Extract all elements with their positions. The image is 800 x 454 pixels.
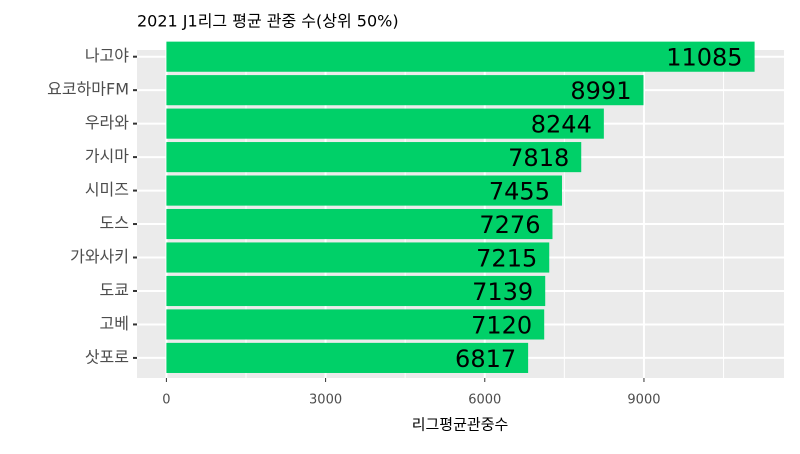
value-label: 7139: [472, 278, 533, 306]
bar: [166, 208, 553, 240]
bar: [166, 175, 562, 206]
y-tick-label: 도쿄: [100, 280, 129, 299]
y-tick-label: 고베: [100, 314, 129, 333]
value-label: 7276: [479, 211, 540, 239]
x-axis-title: 리그평균관중수: [412, 416, 509, 434]
bar: [166, 75, 644, 106]
x-tick-label: 3000: [309, 393, 342, 408]
bar: [166, 41, 755, 72]
value-label: 8244: [531, 111, 592, 139]
x-tick-label: 6000: [468, 393, 501, 408]
value-label: 11085: [666, 44, 742, 72]
bar: [166, 142, 582, 173]
value-label: 8991: [570, 77, 631, 105]
x-tick-label: 0: [162, 393, 170, 408]
y-tick-label: 시미즈: [85, 180, 129, 199]
y-tick-label: 우라와: [85, 113, 129, 132]
bar: [166, 275, 546, 307]
bar: [166, 242, 550, 273]
value-label: 7818: [508, 144, 569, 172]
bar: [166, 108, 604, 139]
x-tick-label: 9000: [627, 393, 660, 408]
value-label: 7215: [476, 245, 537, 273]
chart-title: 2021 J1리그 평균 관중 수(상위 50%): [137, 12, 399, 31]
y-tick-label: 가와사키: [70, 247, 129, 266]
y-tick-label: 요코하마FM: [47, 80, 129, 99]
y-tick-label: 가시마: [85, 147, 129, 166]
y-tick-label: 도스: [100, 214, 129, 233]
y-tick-label: 삿포로: [85, 347, 129, 366]
bar: [166, 309, 545, 340]
value-label: 7455: [489, 178, 550, 206]
y-tick-label: 나고야: [85, 46, 129, 65]
bar: [166, 342, 529, 373]
value-label: 7120: [471, 311, 532, 339]
value-label: 6817: [455, 345, 516, 373]
